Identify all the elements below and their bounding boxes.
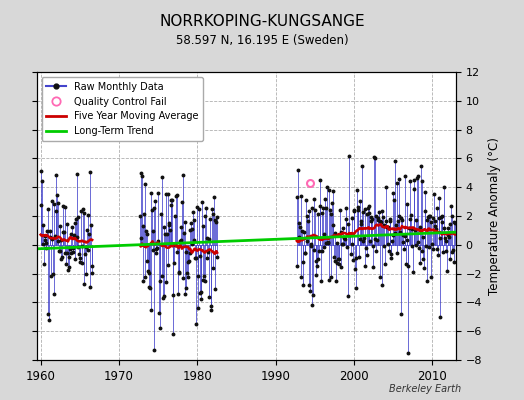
Text: Berkeley Earth: Berkeley Earth [389, 384, 461, 394]
Legend: Raw Monthly Data, Quality Control Fail, Five Year Moving Average, Long-Term Tren: Raw Monthly Data, Quality Control Fail, … [41, 77, 203, 141]
Text: 58.597 N, 16.195 E (Sweden): 58.597 N, 16.195 E (Sweden) [176, 34, 348, 47]
Text: NORRKOPING-KUNGSANGE: NORRKOPING-KUNGSANGE [159, 14, 365, 29]
Y-axis label: Temperature Anomaly (°C): Temperature Anomaly (°C) [488, 137, 500, 295]
